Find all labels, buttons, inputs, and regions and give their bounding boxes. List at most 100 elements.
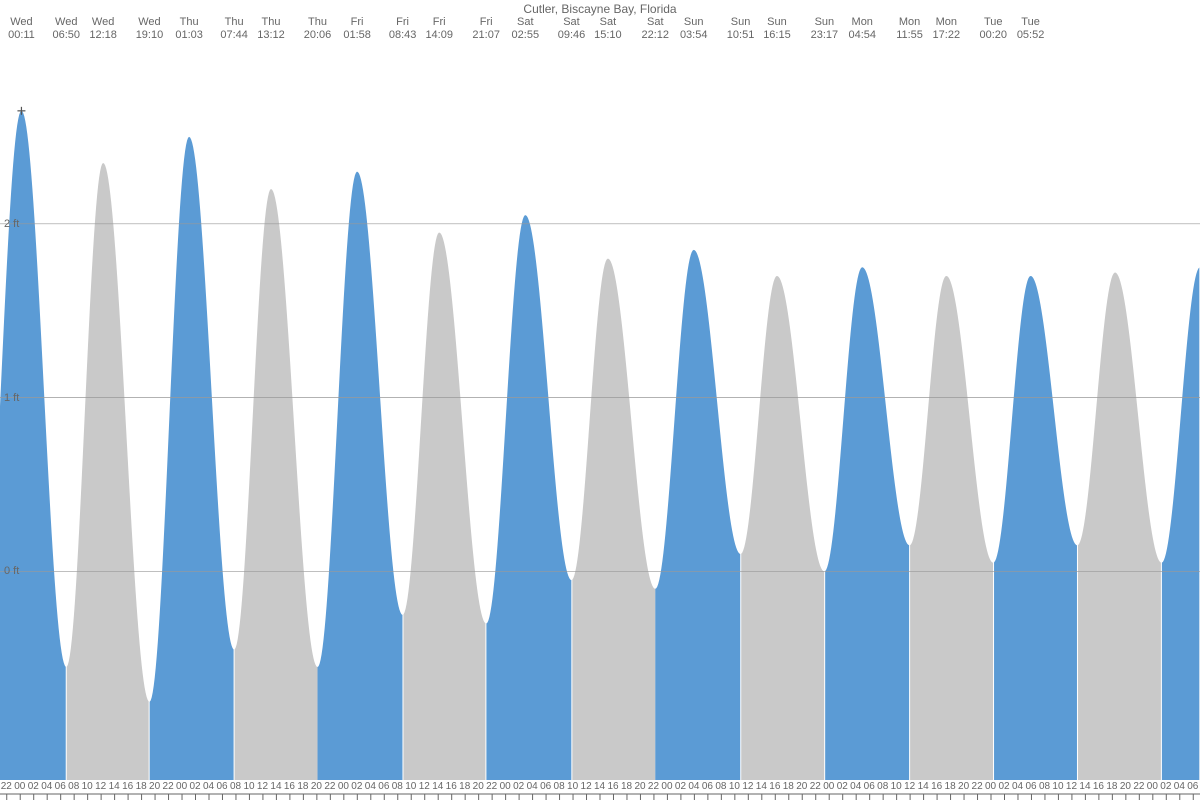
x-axis-label: 22 [324,781,335,792]
x-axis-label: 04 [688,781,699,792]
x-axis-label: 20 [634,781,645,792]
x-axis-label: 06 [216,781,227,792]
tide-lobe [0,111,66,780]
event-day: Sat [563,16,580,28]
tide-lobe [910,276,993,780]
x-axis-label: 00 [661,781,672,792]
event-day: Sat [647,16,664,28]
event-time: 15:10 [594,29,622,41]
x-axis-label: 08 [715,781,726,792]
event-time: 04:54 [848,29,876,41]
tide-event-label: Thu20:06 [298,16,338,42]
x-axis-label: 16 [284,781,295,792]
event-time: 22:12 [642,29,670,41]
event-time: 07:44 [220,29,248,41]
x-axis-label: 12 [95,781,106,792]
tide-event-label: Fri21:07 [466,16,506,42]
tide-lobe [655,250,740,780]
chart-svg [0,0,1200,800]
x-axis-label: 04 [1174,781,1185,792]
tide-lobe [572,259,655,780]
x-axis-label: 04 [203,781,214,792]
x-axis-label: 18 [459,781,470,792]
x-axis-label: 22 [648,781,659,792]
x-axis-label: 16 [931,781,942,792]
x-axis-label: 08 [1039,781,1050,792]
x-axis-label: 02 [513,781,524,792]
tide-event-label: Mon17:22 [926,16,966,42]
tide-event-label: Thu07:44 [214,16,254,42]
event-day: Sun [684,16,704,28]
tide-lobe [318,172,403,780]
tide-event-label: Sat09:46 [551,16,591,42]
event-time: 13:12 [257,29,285,41]
x-axis-label: 02 [351,781,362,792]
x-axis-label: 18 [621,781,632,792]
event-time: 14:09 [425,29,453,41]
x-axis-label: 22 [972,781,983,792]
x-axis-label: 22 [486,781,497,792]
tide-lobe [825,267,909,780]
x-axis-label: 02 [998,781,1009,792]
tide-event-label: Wed19:10 [129,16,169,42]
x-axis-label: 22 [1133,781,1144,792]
event-time: 00:11 [8,29,35,41]
x-axis-label: 14 [756,781,767,792]
tide-event-label: Thu01:03 [169,16,209,42]
x-axis-label: 06 [1025,781,1036,792]
event-day: Tue [984,16,1003,28]
x-axis-label: 06 [864,781,875,792]
x-axis-label: 10 [243,781,254,792]
x-axis-label: 22 [810,781,821,792]
x-axis-label: 12 [419,781,430,792]
event-time: 21:07 [472,29,500,41]
event-day: Thu [308,16,327,28]
x-axis-label: 02 [28,781,39,792]
x-axis-label: 20 [473,781,484,792]
x-axis-label: 14 [918,781,929,792]
x-axis-label: 16 [1093,781,1104,792]
x-axis-label: 14 [270,781,281,792]
tide-lobe [1078,273,1161,780]
x-axis-label: 08 [554,781,565,792]
x-axis-label: 20 [311,781,322,792]
tide-event-label: Sun23:17 [804,16,844,42]
event-time: 02:55 [512,29,540,41]
tide-lobe [741,276,824,780]
x-axis-label: 10 [82,781,93,792]
x-axis-label: 10 [891,781,902,792]
x-axis-label: 14 [1079,781,1090,792]
event-time: 05:52 [1017,29,1045,41]
event-time: 03:54 [680,29,708,41]
event-time: 08:43 [389,29,417,41]
tide-event-label: Mon11:55 [890,16,930,42]
tide-event-label: Sun16:15 [757,16,797,42]
event-time: 16:15 [763,29,791,41]
x-axis-label: 02 [837,781,848,792]
x-axis-label: 04 [527,781,538,792]
x-axis-label: 08 [230,781,241,792]
peak-marker [17,107,25,115]
tide-lobe [403,233,485,780]
x-axis-label: 20 [1120,781,1131,792]
tide-event-label: Fri01:58 [337,16,377,42]
event-day: Wed [138,16,160,28]
x-axis-label: 20 [958,781,969,792]
x-axis-label: 14 [432,781,443,792]
event-day: Mon [899,16,920,28]
event-time: 10:51 [727,29,755,41]
tide-event-label: Fri14:09 [419,16,459,42]
y-axis-label: 1 ft [4,392,19,404]
x-axis-label: 00 [823,781,834,792]
event-day: Fri [351,16,364,28]
tide-lobe [150,137,234,780]
x-axis-label: 02 [675,781,686,792]
event-day: Fri [396,16,409,28]
event-day: Mon [852,16,873,28]
tide-event-label: Sat22:12 [635,16,675,42]
x-axis-label: 00 [985,781,996,792]
event-time: 01:03 [175,29,203,41]
x-axis-label: 14 [109,781,120,792]
tide-lobe [235,189,318,780]
event-day: Mon [936,16,957,28]
